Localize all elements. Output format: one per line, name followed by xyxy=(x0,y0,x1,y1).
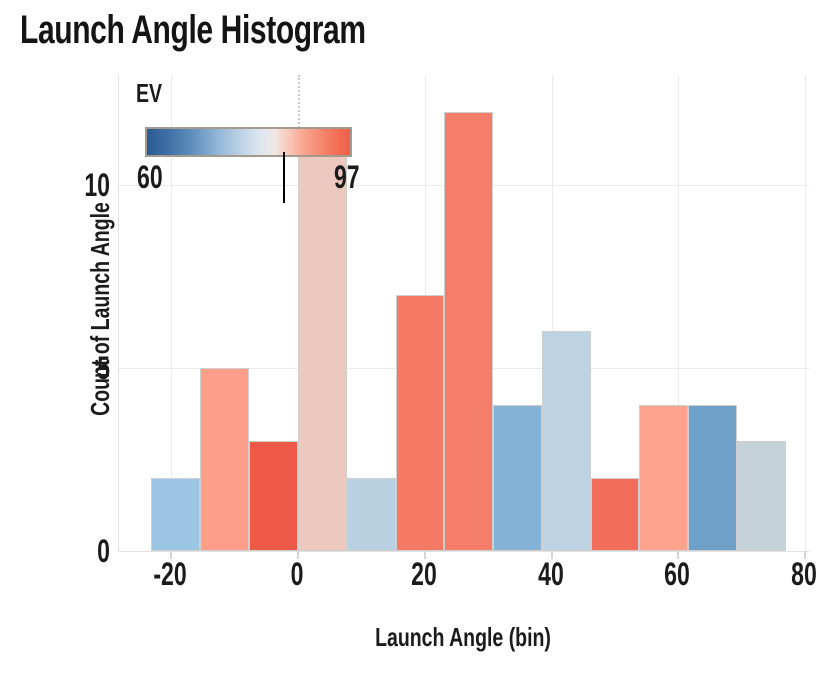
x-gridline xyxy=(805,75,807,551)
legend-gradient-bar xyxy=(145,127,352,157)
histogram-bar xyxy=(639,404,688,551)
legend-title: EV xyxy=(136,78,163,108)
legend-value-marker xyxy=(282,152,285,203)
plot-area xyxy=(118,75,809,552)
histogram-bar xyxy=(200,367,249,551)
histogram-bar xyxy=(395,294,445,551)
histogram-bar xyxy=(151,477,201,551)
x-tick-label: 0 xyxy=(290,556,304,592)
x-tick-mark xyxy=(296,551,299,559)
histogram-bar xyxy=(687,404,737,551)
x-tick-label: 20 xyxy=(410,556,437,592)
x-gridline xyxy=(678,75,680,551)
chart-title: Launch Angle Histogram xyxy=(20,8,366,52)
y-tick-label: 0 xyxy=(97,533,110,569)
color-legend: EV 60 97 xyxy=(136,78,362,208)
x-tick-mark xyxy=(423,551,426,559)
x-tick-mark xyxy=(677,551,680,559)
histogram-bar xyxy=(493,404,542,551)
histogram-bar xyxy=(736,441,786,551)
histogram-bar xyxy=(249,441,298,551)
y-tick-label: 10 xyxy=(84,166,110,203)
x-tick-mark xyxy=(550,551,553,559)
x-tick-mark xyxy=(170,551,172,559)
histogram-bar xyxy=(590,477,640,551)
y-tick-label: 5 xyxy=(97,349,110,386)
histogram-bar xyxy=(542,331,591,551)
x-tick-label: 60 xyxy=(664,556,691,592)
y-axis-title: Count of Launch Angle xyxy=(85,202,115,416)
legend-min-label: 60 xyxy=(137,159,163,195)
x-axis-title: Launch Angle (bin) xyxy=(375,622,551,652)
x-tick-label: -20 xyxy=(153,556,187,592)
x-tick-label: 80 xyxy=(791,556,818,592)
legend-max-label: 97 xyxy=(334,159,360,195)
x-tick-label: 40 xyxy=(537,556,564,592)
histogram-bar xyxy=(297,148,347,551)
histogram-bar xyxy=(444,111,494,551)
histogram-bar xyxy=(346,477,396,551)
x-tick-mark xyxy=(804,551,807,559)
x-gridline xyxy=(551,75,553,551)
x-gridline xyxy=(171,75,172,551)
